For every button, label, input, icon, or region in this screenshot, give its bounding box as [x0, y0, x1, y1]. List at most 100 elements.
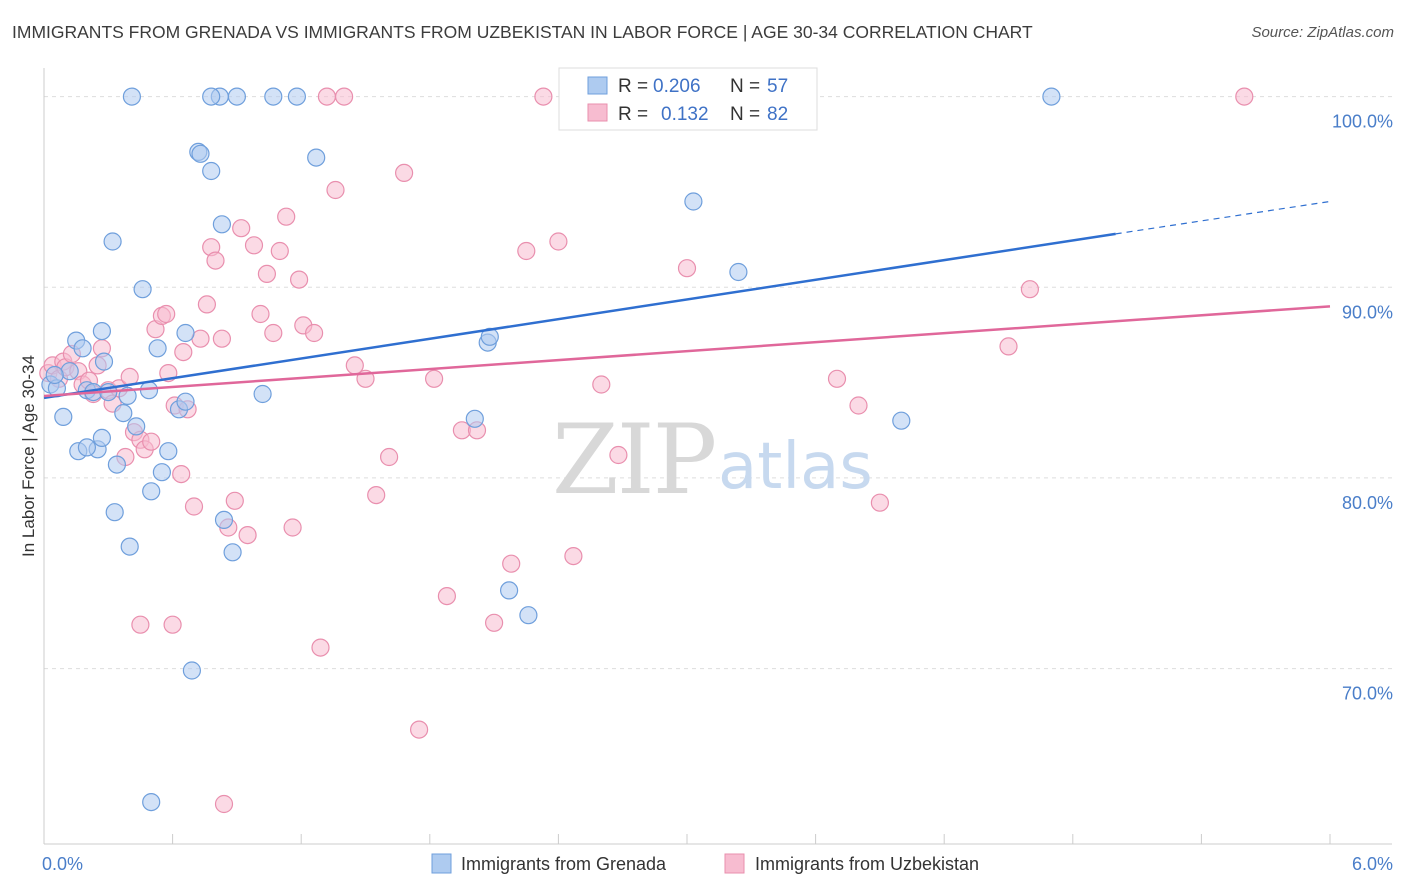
uzbek-point	[677, 259, 697, 278]
watermark-atlas: atlas	[718, 430, 873, 504]
legend-r-value-uzbek: 0.132	[661, 104, 709, 125]
grenada-point	[122, 87, 141, 106]
uzbek-point	[214, 794, 234, 814]
grenada-point	[92, 322, 112, 341]
tick-labels: 70.0% 80.0% 90.0% 100.0% 0.0% 6.0%	[42, 112, 1393, 874]
uzbek-point	[212, 329, 231, 348]
uzbek-point	[157, 304, 176, 324]
grenada-point	[223, 543, 242, 562]
grenada-point	[73, 339, 92, 358]
uzbek-point	[206, 251, 225, 270]
grenada-point	[148, 339, 167, 358]
grenada-point	[287, 87, 306, 106]
legend-swatch-uzbek	[587, 103, 608, 122]
grenada-point	[191, 144, 210, 163]
uzbek-point	[395, 163, 414, 182]
grenada-point	[45, 365, 64, 385]
grenada-point	[94, 352, 114, 371]
grenada-point	[60, 362, 79, 381]
grenada-point	[202, 161, 221, 181]
uzbek-point	[502, 554, 521, 573]
y-tick-label: 90.0%	[1342, 302, 1393, 322]
uzbek-point	[142, 432, 161, 451]
legend-r-label-grenada: R =	[618, 76, 648, 97]
y-tick-label: 100.0%	[1332, 112, 1393, 132]
grenada-point	[107, 455, 127, 474]
legend-r-value-grenada: 0.206	[653, 76, 701, 97]
grenada-point	[684, 192, 703, 211]
grenada-point	[127, 417, 146, 436]
uzbek-point	[609, 445, 628, 465]
uzbek-point	[317, 87, 336, 106]
uzbek-point	[251, 304, 270, 324]
uzbek-point	[999, 337, 1018, 356]
grenada-point	[54, 407, 73, 426]
x-tick-label: 6.0%	[1352, 854, 1393, 874]
uzbek-point	[283, 518, 302, 537]
uzbek-point	[534, 87, 553, 106]
uzbek-point	[485, 613, 504, 632]
uzbek-point	[380, 447, 399, 467]
grenada-point	[214, 510, 234, 530]
grenada-point	[264, 87, 283, 106]
grenada-point	[92, 428, 112, 447]
grenada-point	[212, 215, 231, 234]
grenada-point	[105, 503, 124, 522]
grenada-point	[182, 661, 201, 680]
uzbek-point	[305, 323, 324, 343]
uzbek-point	[410, 720, 429, 739]
grenada-point	[253, 384, 272, 404]
uzbek-point	[311, 638, 330, 657]
uzbek-point	[1020, 280, 1040, 299]
grenada-point	[202, 87, 221, 106]
uzbek-point	[184, 497, 204, 516]
grenada-point	[500, 581, 519, 600]
uzbek-point	[425, 369, 444, 388]
grenada-point	[729, 262, 748, 282]
chart-source: Source: ZipAtlas.com	[1251, 24, 1394, 41]
axes	[43, 68, 1392, 845]
uzbek-point	[264, 323, 283, 343]
uzbek-point	[270, 241, 289, 261]
grenada-point	[120, 537, 139, 556]
data-points	[39, 87, 1254, 814]
grenada-point	[227, 87, 246, 106]
grenada-point	[176, 392, 195, 411]
y-tick-label: 70.0%	[1342, 684, 1393, 704]
bottom-legend-label-grenada: Immigrants from Grenada	[461, 854, 667, 874]
grenada-point	[133, 280, 152, 299]
uzbek-point	[437, 586, 456, 606]
legend-n-value-grenada: 57	[767, 76, 788, 97]
uzbek-point	[367, 486, 386, 505]
grenada-point	[159, 442, 178, 461]
grenada-trend-line	[43, 232, 1116, 400]
uzbek-point	[849, 396, 868, 415]
legend-r-label-uzbek: R =	[618, 104, 648, 125]
uzbek-point	[174, 343, 193, 362]
legend-swatch-grenada	[587, 76, 608, 95]
grenada-point	[307, 148, 326, 167]
uzbek-point	[326, 180, 345, 200]
uzbek-point	[244, 236, 264, 255]
uzbek-point	[564, 546, 583, 566]
grenada-point	[142, 482, 161, 501]
uzbek-point	[163, 615, 182, 634]
watermark: ZIP atlas	[552, 404, 873, 516]
watermark-zip: ZIP	[552, 404, 715, 516]
bottom-legend-swatch-grenada	[431, 853, 452, 874]
grenada-point	[519, 606, 538, 625]
grenada-point	[1042, 87, 1061, 106]
grenada-point	[176, 323, 195, 343]
uzbek-point	[870, 493, 890, 512]
bottom-legend: Immigrants from Grenada Immigrants from …	[431, 853, 979, 874]
uzbek-point	[335, 87, 354, 106]
grenada-point	[114, 404, 133, 423]
legend-n-label-grenada: N =	[730, 76, 760, 97]
uzbek-point	[257, 264, 276, 283]
uzbek-point	[131, 615, 150, 634]
legend: R = 0.206 N = 57 R = 0.132 N = 82	[558, 67, 818, 131]
legend-n-label-uzbek: N =	[730, 104, 760, 125]
grenada-point	[892, 411, 911, 430]
uzbek-point	[172, 465, 191, 484]
